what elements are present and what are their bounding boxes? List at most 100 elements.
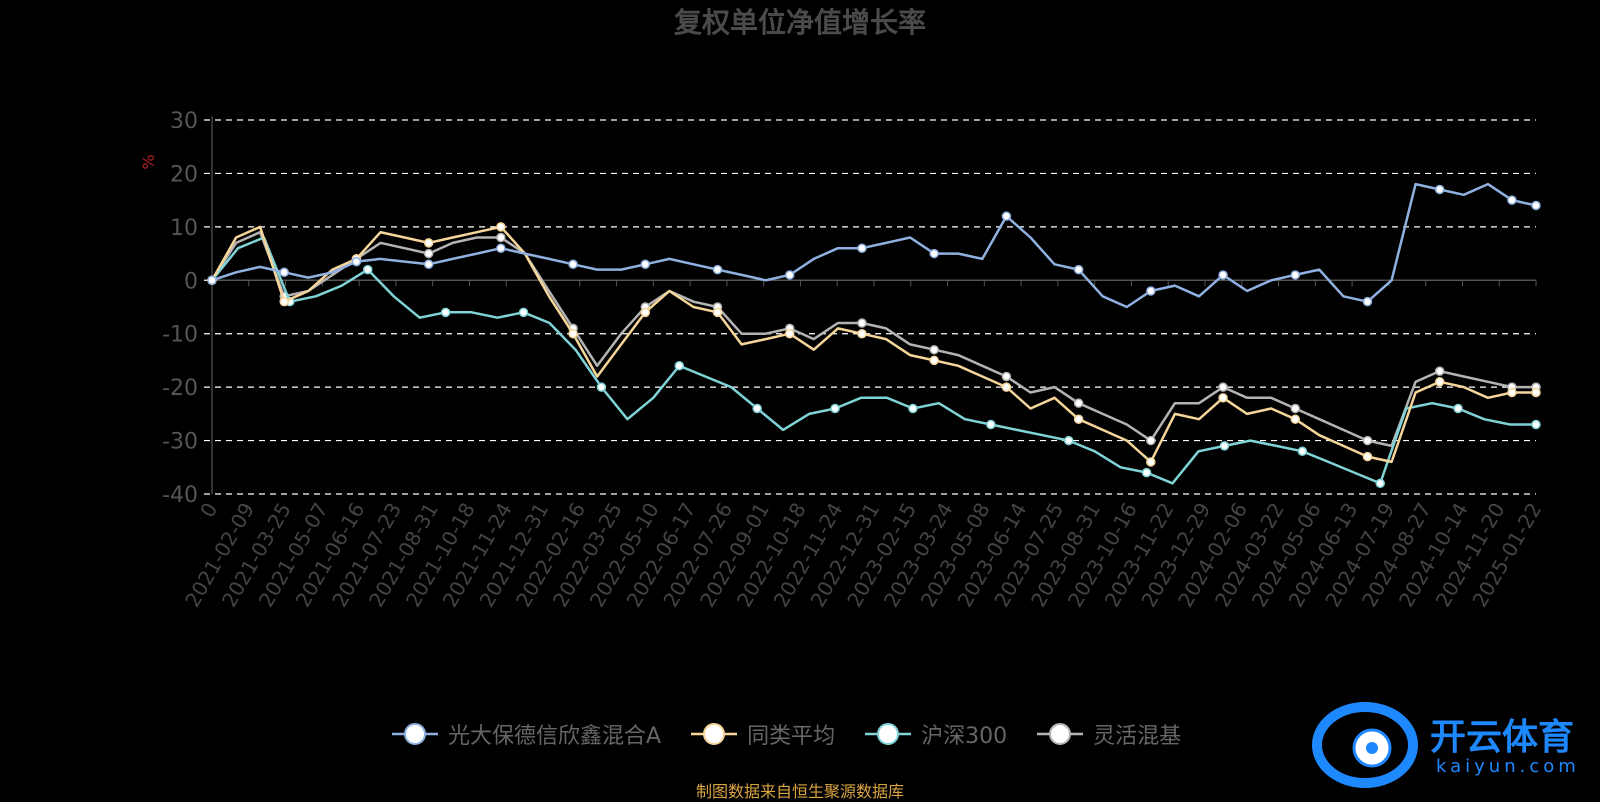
data-point: [1362, 451, 1373, 462]
legend-item[interactable]: 灵活混基: [1035, 718, 1181, 750]
legend-item[interactable]: 同类平均: [689, 718, 835, 750]
data-point: [1290, 403, 1301, 414]
grid-lines: [204, 119, 1536, 495]
y-tick-label: -40: [162, 483, 198, 508]
data-point: [1434, 366, 1445, 376]
data-point: [596, 382, 607, 392]
legend-marker-icon: [865, 723, 912, 745]
data-point: [712, 264, 723, 275]
data-point: [1146, 286, 1156, 296]
data-point: [1290, 270, 1301, 280]
data-point: [857, 318, 867, 328]
data-point: [1073, 414, 1084, 424]
y-tick-label: 0: [184, 269, 198, 294]
legend-marker-icon: [691, 723, 738, 745]
data-point: [986, 419, 996, 430]
legend-label: 同类平均: [747, 724, 836, 749]
data-point: [1531, 387, 1541, 398]
data-point: [1507, 387, 1517, 398]
data-point: [1146, 457, 1156, 467]
data-point: [857, 328, 867, 339]
y-tick-label: -30: [162, 430, 198, 455]
data-point: [929, 248, 939, 259]
kaiyun-logo-icon: [1312, 702, 1418, 788]
watermark-text: 开云体育: [1430, 717, 1575, 758]
series-line: [210, 230, 1536, 448]
y-tick-label: 30: [170, 109, 198, 134]
legend: 光大保德信欣鑫混合A 同类平均 沪深300 灵活混基: [390, 718, 1181, 750]
series-line: [211, 182, 1537, 309]
data-point: [518, 307, 529, 318]
legend-label: 灵活混基: [1093, 724, 1182, 749]
data-point: [929, 355, 939, 366]
legend-label: 沪深300: [921, 724, 1008, 749]
data-point: [1001, 371, 1012, 382]
data-point: [1375, 478, 1385, 489]
watermark-logo: 开云体育 kaiyun.com: [1310, 700, 1590, 790]
source-note: 制图数据来自恒生聚源数据库: [695, 782, 904, 801]
y-tick-label: -20: [162, 376, 198, 401]
data-point: [674, 361, 685, 371]
legend-item[interactable]: 沪深300: [863, 718, 1007, 750]
y-tick-label: 20: [170, 162, 198, 187]
data-point: [279, 267, 289, 278]
data-point: [1434, 184, 1445, 195]
data-point: [207, 275, 217, 286]
data-point: [784, 270, 795, 280]
data-point: [496, 243, 506, 253]
chart-title: 复权单位净值增长率: [674, 6, 926, 39]
data-point: [830, 403, 840, 414]
y-tick-label: -10: [162, 323, 198, 348]
data-point: [568, 328, 578, 339]
data-point: [640, 259, 651, 270]
data-point: [1362, 435, 1373, 446]
data-point: [929, 344, 939, 355]
x-tick-label: 0: [195, 499, 222, 522]
data-point: [423, 238, 434, 248]
data-point: [1218, 270, 1228, 280]
series-lines: [207, 182, 1541, 489]
data-point: [1219, 441, 1230, 451]
legend-label: 光大保德信欣鑫混合A: [448, 724, 662, 749]
data-point: [279, 296, 289, 307]
axes: 3020100-10-20-30-4002021-02-092021-03-25…: [162, 109, 1546, 611]
data-point: [1362, 296, 1373, 307]
y-tick-label: 10: [170, 216, 198, 241]
data-point: [1146, 435, 1156, 446]
data-point: [908, 403, 918, 414]
legend-item[interactable]: 光大保德信欣鑫混合A: [390, 718, 661, 750]
data-point: [1531, 419, 1541, 430]
data-point: [423, 248, 434, 259]
data-point: [1218, 393, 1228, 403]
data-point: [351, 256, 362, 267]
data-point: [1290, 414, 1301, 424]
watermark-sub: kaiyun.com: [1436, 756, 1580, 777]
data-point: [1297, 446, 1308, 457]
data-point: [568, 259, 578, 270]
data-point: [496, 232, 506, 243]
data-point: [1218, 382, 1228, 392]
data-point: [784, 328, 795, 339]
data-point: [363, 264, 373, 275]
data-point: [640, 307, 651, 318]
data-point: [712, 307, 723, 318]
data-point: [1001, 211, 1012, 221]
series-line: [211, 236, 1536, 485]
data-point: [496, 222, 506, 232]
data-point: [1453, 403, 1463, 414]
data-point: [1141, 467, 1152, 478]
data-point: [752, 403, 762, 414]
legend-marker-icon: [392, 723, 438, 745]
data-point: [1073, 264, 1084, 275]
data-point: [1073, 398, 1084, 408]
legend-marker-icon: [1037, 723, 1084, 745]
data-point: [1063, 435, 1074, 446]
data-point: [440, 307, 451, 318]
data-point: [1531, 200, 1541, 211]
data-point: [1001, 382, 1012, 392]
data-point: [857, 243, 867, 253]
y-axis-label: %: [139, 154, 158, 169]
data-point: [423, 259, 434, 270]
data-point: [1507, 195, 1517, 205]
